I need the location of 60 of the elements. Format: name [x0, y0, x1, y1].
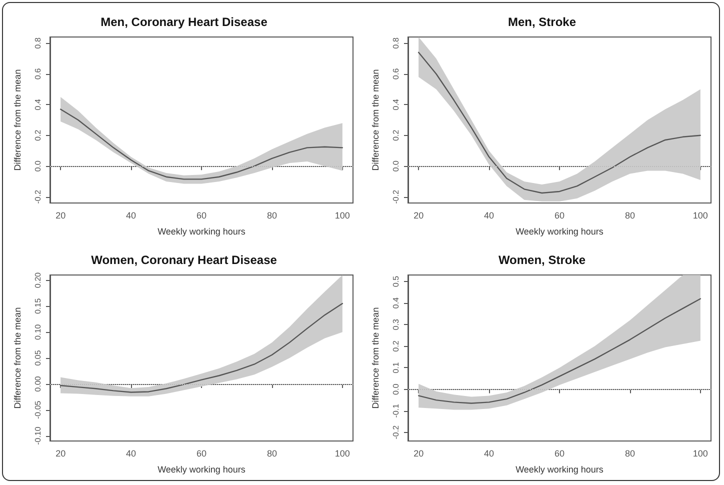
x-tick-label: 80 [624, 210, 635, 220]
y-tick-label: 0.10 [34, 324, 42, 340]
y-tick-label: 0.4 [392, 98, 400, 110]
y-tick-label: -0.1 [392, 403, 400, 418]
x-tick-label: 60 [196, 210, 207, 220]
x-tick-label: 40 [484, 210, 494, 220]
y-tick-label: 0.8 [392, 37, 400, 49]
y-axis-title: Difference from the mean [370, 69, 380, 171]
x-tick-label: 80 [266, 210, 277, 220]
x-tick-label: 40 [126, 448, 136, 458]
y-tick-label: 0.0 [392, 383, 400, 395]
x-tick-label: 40 [484, 448, 494, 458]
chart-title: Women, Coronary Heart Disease [91, 253, 278, 267]
x-axis-title: Weekly working hours [158, 464, 246, 474]
y-tick-label: 0.0 [392, 160, 400, 172]
y-tick-label: 0.20 [34, 272, 42, 288]
x-tick-label: 20 [414, 448, 424, 458]
x-axis-title: Weekly working hours [516, 464, 604, 474]
y-tick-label: 0.4 [34, 98, 42, 110]
line-series [60, 108, 344, 180]
x-tick-label: 100 [334, 210, 350, 220]
y-tick-label: -0.2 [392, 424, 400, 440]
y-tick-label: 0.4 [392, 296, 400, 309]
y-axis-title: Difference from the mean [12, 307, 22, 409]
y-tick-label: 0.05 [34, 350, 42, 366]
y-tick-label: -0.2 [392, 189, 400, 204]
chart-title: Men, Coronary Heart Disease [100, 15, 268, 29]
y-tick-label: 0.15 [34, 298, 42, 314]
x-tick-label: 100 [334, 448, 350, 458]
y-tick-label: 0.2 [392, 129, 400, 141]
x-tick-label: 40 [126, 210, 136, 220]
y-axis-title: Difference from the mean [370, 307, 380, 409]
y-tick-label: -0.2 [34, 189, 42, 204]
y-tick-label: -0.10 [34, 426, 42, 445]
x-tick-label: 60 [196, 448, 207, 458]
x-tick-label: 60 [554, 448, 565, 458]
y-tick-label: 0.8 [34, 37, 42, 49]
y-tick-label: 0.2 [34, 129, 42, 141]
y-tick-label: -0.05 [34, 400, 42, 419]
x-tick-label: 80 [624, 448, 635, 458]
y-tick-label: 0.5 [392, 275, 400, 288]
chart-title: Men, Stroke [508, 15, 576, 29]
y-axis-title: Difference from the mean [12, 69, 22, 171]
x-tick-label: 100 [692, 210, 708, 220]
chart-title: Women, Stroke [498, 253, 586, 267]
y-tick-label: 0.6 [34, 68, 42, 80]
x-tick-label: 20 [56, 210, 66, 220]
x-tick-label: 60 [554, 210, 565, 220]
y-tick-label: 0.1 [392, 362, 400, 374]
x-tick-label: 20 [414, 210, 424, 220]
y-tick-label: 0.00 [34, 376, 42, 392]
y-tick-label: 0.3 [392, 318, 400, 330]
x-axis-title: Weekly working hours [516, 226, 604, 236]
y-tick-label: 0.2 [392, 340, 400, 352]
y-tick-label: 0.6 [392, 68, 400, 80]
x-axis-title: Weekly working hours [158, 226, 246, 236]
x-tick-label: 80 [266, 448, 277, 458]
x-tick-label: 100 [692, 448, 708, 458]
y-tick-label: 0.0 [34, 160, 42, 172]
x-tick-label: 20 [56, 448, 66, 458]
